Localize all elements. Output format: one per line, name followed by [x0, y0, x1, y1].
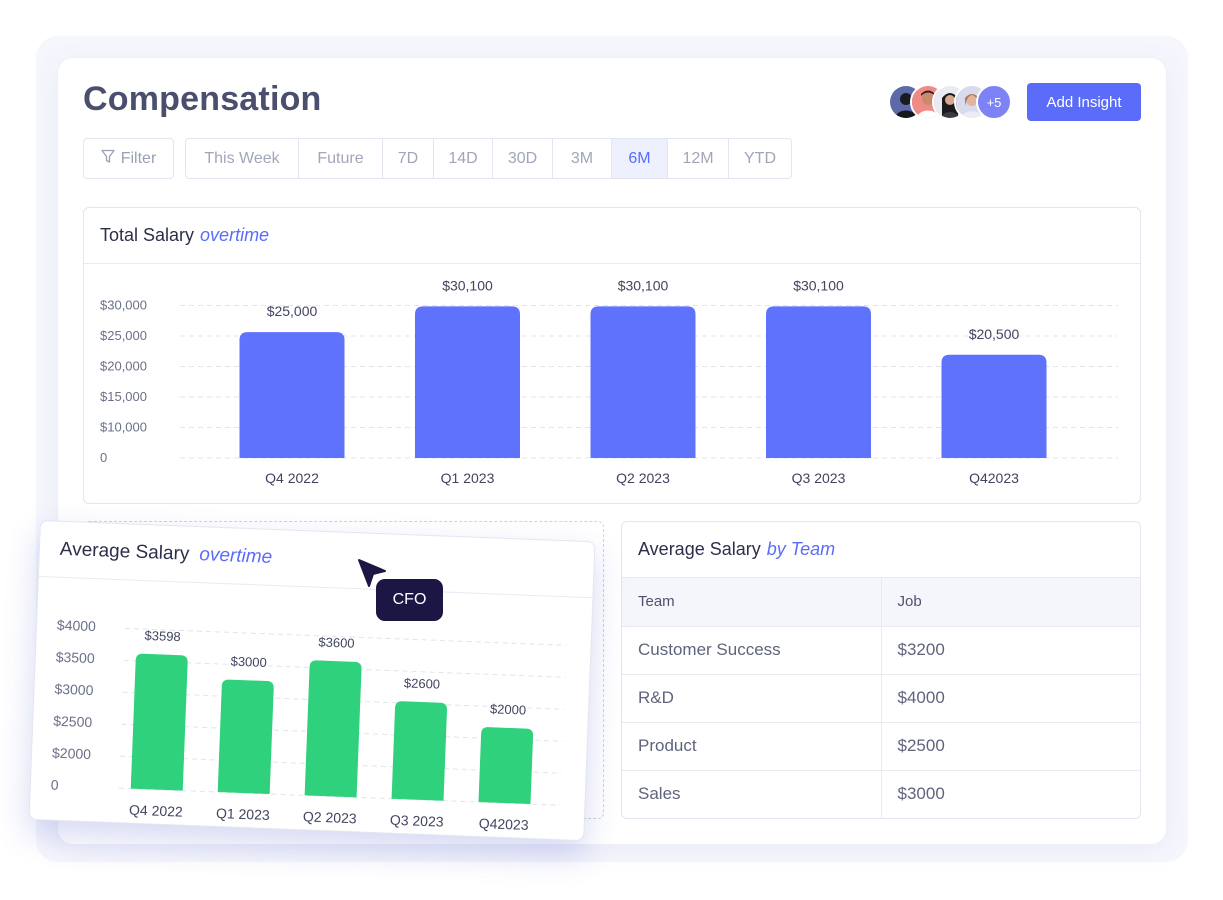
y-tick-label: 0: [100, 450, 107, 465]
bar-value-label: $3600: [318, 634, 355, 650]
team-cell: Product: [622, 722, 882, 771]
total-salary-card: Total Salary overtime 0 $10,000 $15,000 $20,…: [83, 207, 1141, 504]
column-header-team[interactable]: Team: [622, 578, 882, 627]
bar: [391, 701, 448, 801]
bar: [239, 332, 345, 458]
total-salary-chart: 0 $10,000 $15,000 $20,000 $25,000 $30,000 $25,…: [100, 277, 1118, 486]
add-insight-button[interactable]: Add Insight: [1027, 83, 1141, 121]
filter-icon: [101, 149, 115, 169]
table-row[interactable]: Customer Success $3200: [622, 626, 1140, 675]
period-14d[interactable]: 14D: [434, 139, 493, 178]
table-header-row: Team Job: [622, 578, 1140, 627]
bar-value-label: $3598: [144, 628, 181, 644]
period-6m[interactable]: 6M: [612, 139, 668, 178]
more-members-badge[interactable]: +5: [976, 84, 1012, 120]
bar: [766, 306, 871, 458]
period-30d[interactable]: 30D: [493, 139, 553, 178]
y-tick-label: $4000: [57, 617, 97, 634]
table-row[interactable]: Product $2500: [622, 722, 1140, 771]
y-tick-label: $15,000: [100, 389, 147, 404]
team-cell: Sales: [622, 770, 882, 818]
x-tick-label: Q3 2023: [792, 470, 846, 486]
x-tick-label: Q3 2023: [390, 812, 444, 830]
team-cell: Customer Success: [622, 626, 882, 675]
bar-value-label: $30,100: [442, 277, 493, 293]
x-tick-label: Q2 2023: [303, 808, 357, 826]
y-tick-label: $2000: [52, 745, 92, 762]
y-tick-label: $3500: [55, 649, 95, 666]
bar-value-label: $20,500: [969, 326, 1020, 342]
y-tick-label: $3000: [54, 681, 94, 698]
x-tick-label: Q42023: [478, 815, 529, 833]
bar: [415, 306, 520, 458]
bar: [304, 660, 362, 798]
card-title: Total Salary: [100, 225, 195, 245]
page-title: Compensation: [83, 80, 322, 118]
bar: [130, 653, 188, 791]
salary-cell: $4000: [881, 674, 1140, 723]
x-tick-label: Q42023: [969, 470, 1019, 486]
x-tick-label: Q4 2022: [265, 470, 319, 486]
period-12m[interactable]: 12M: [668, 139, 729, 178]
card-title-accent: by Team: [766, 539, 836, 559]
y-tick-label: $30,000: [100, 298, 147, 313]
filter-label: Filter: [120, 149, 157, 167]
bar-value-label: $2000: [490, 701, 527, 717]
period-7d[interactable]: 7D: [383, 139, 434, 178]
bar: [217, 679, 274, 795]
x-tick-label: Q2 2023: [616, 470, 670, 486]
card-title-accent: overtime: [200, 225, 270, 245]
bar: [941, 354, 1047, 458]
y-tick-label: $2500: [53, 713, 93, 730]
filter-button[interactable]: Filter: [83, 138, 174, 179]
column-header-job[interactable]: Job: [881, 578, 1140, 627]
y-tick-label: 0: [51, 777, 60, 793]
bar-value-label: $3000: [230, 654, 267, 670]
x-tick-label: Q1 2023: [441, 470, 495, 486]
bar-value-label: $2600: [404, 675, 441, 691]
salary-cell: $2500: [881, 722, 1140, 771]
bar: [478, 727, 534, 805]
card-title-accent: overtime: [198, 543, 273, 568]
average-salary-chart: 0 $2000 $2500 $3000 $3500 $4000 $3598 Q4 2022 $3…: [51, 617, 567, 833]
team-salary-table: Team Job Customer Success $3200 R&D $400…: [622, 578, 1140, 818]
period-this-week[interactable]: This Week: [186, 139, 299, 178]
x-tick-label: Q4 2022: [129, 802, 183, 820]
table-row[interactable]: Sales $3000: [622, 770, 1140, 818]
period-3m[interactable]: 3M: [553, 139, 612, 178]
cursor-pointer-icon: [357, 558, 387, 593]
y-tick-label: $20,000: [100, 359, 147, 374]
salary-cell: $3200: [881, 626, 1140, 675]
y-tick-label: $10,000: [100, 420, 147, 435]
bar-value-label: $30,100: [618, 277, 669, 293]
salary-cell: $3000: [897, 784, 945, 804]
by-team-header: Average Salary by Team: [622, 522, 1140, 578]
average-salary-card[interactable]: Average Salary overtime 0 $2000 $2500 $3000 $…: [28, 520, 596, 842]
card-title: Average Salary: [638, 539, 761, 559]
table-row[interactable]: R&D $4000: [622, 674, 1140, 723]
period-future[interactable]: Future: [299, 139, 383, 178]
average-salary-by-team-card: Average Salary by Team Team Job Customer …: [621, 521, 1141, 819]
y-tick-label: $25,000: [100, 328, 147, 343]
bar-value-label: $30,100: [793, 277, 844, 293]
period-ytd[interactable]: YTD: [744, 149, 776, 167]
member-avatars[interactable]: +5: [888, 84, 1018, 120]
bar: [590, 306, 696, 458]
card-title: Average Salary: [59, 538, 190, 565]
x-tick-label: Q1 2023: [216, 805, 270, 823]
team-cell: R&D: [622, 674, 882, 723]
total-salary-header: Total Salary overtime: [84, 208, 1140, 264]
cursor-user-tag: CFO: [376, 579, 443, 621]
period-selector: This Week Future 7D 14D 30D 3M 6M 12M YT…: [185, 138, 792, 179]
grid-line: [124, 627, 567, 646]
bar-value-label: $25,000: [267, 303, 318, 319]
